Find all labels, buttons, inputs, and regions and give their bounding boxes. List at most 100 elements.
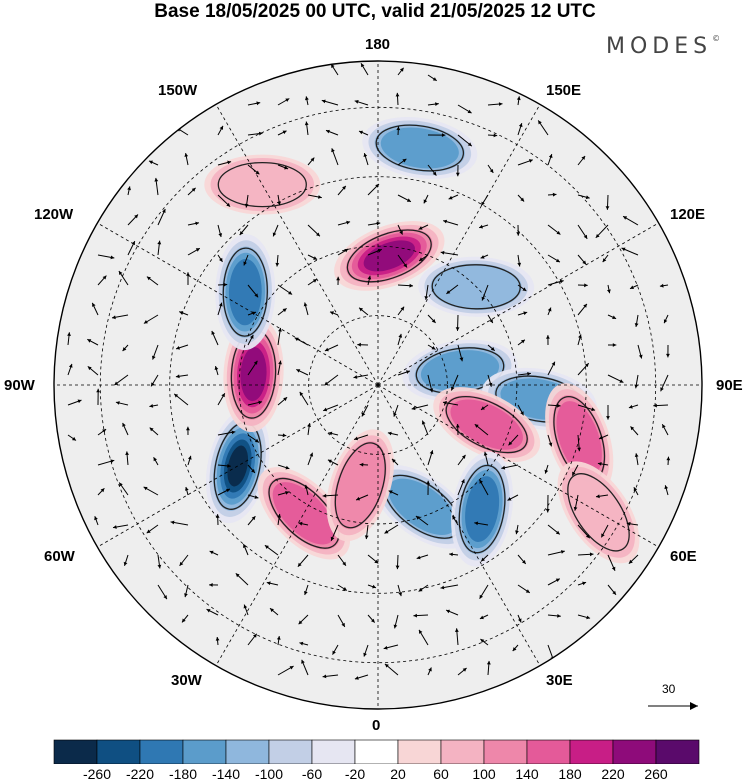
wind-arrowhead [342,185,346,190]
wind-arrowhead [419,629,423,634]
wind-arrowhead [67,332,71,336]
anomaly-contour [222,247,268,337]
colorbar-cell [483,739,528,764]
wind-arrowhead [441,133,446,137]
anomaly-band [380,127,459,169]
wind-arrowhead [283,397,288,402]
wind-arrowhead [219,125,223,130]
anomaly-contour [567,473,630,552]
wind-arrowhead [432,171,437,176]
wind-arrowhead [92,302,96,307]
colorbar-tick-label: -220 [125,766,155,782]
wind-arrowhead [342,561,346,566]
colorbar-cell [440,739,485,764]
wind-arrowhead [556,230,561,235]
vector-reference-arrow [648,702,698,710]
wind-arrowhead [591,407,596,412]
wind-arrowhead [162,209,166,213]
wind-arrowhead [336,276,340,281]
colorbar-cell [96,739,141,764]
wind-arrowhead [520,197,525,202]
wind-arrowhead [490,347,495,351]
wind-arrowhead [185,487,189,491]
wind-arrowhead [278,360,282,365]
colorbar-tick-label: 140 [515,766,539,782]
wind-arrowhead [602,258,607,263]
wind-arrowhead [227,160,232,165]
wind-arrowhead [596,494,600,499]
wind-arrowhead [96,388,100,393]
wind-arrowhead [515,530,519,535]
colorbar-tick-label: -60 [301,766,323,782]
wind-arrowhead [418,588,423,592]
wind-arrowhead [221,393,225,398]
colorbar-cell [139,739,184,764]
wind-arrowhead [270,608,274,613]
wind-arrowhead [581,156,586,160]
wind-arrowhead [582,581,587,586]
wind-arrowhead [115,401,120,405]
wind-arrowhead [423,199,428,204]
anomaly-contour [268,477,340,549]
wind-arrowhead [612,590,616,595]
wind-arrowhead [354,436,359,441]
wind-arrowhead [253,360,258,365]
colorbar-cell [182,739,227,764]
wind-arrowhead [211,330,215,335]
wind-arrowhead [110,459,115,464]
wind-arrowhead [546,335,550,339]
colorbar-tick-label: 220 [601,766,625,782]
wind-arrowhead [638,354,643,359]
wind-arrowhead [547,307,552,312]
wind-arrowhead [266,581,271,586]
label-60w: 60W [44,548,75,565]
wind-arrowhead [331,64,335,69]
wind-arrowhead [522,287,527,291]
wind-arrowhead [146,276,151,281]
anomaly-band [450,399,523,450]
wind-arrowhead [256,101,261,106]
wind-arrowhead [149,427,154,432]
wind-arrowhead [619,379,624,383]
colorbar-cell [53,739,98,764]
wind-arrowhead [278,327,282,332]
wind-arrowhead [508,441,513,446]
wind-arrowhead [415,516,420,520]
wind-arrowhead [312,279,317,283]
wind-arrowhead [152,355,156,360]
wind-arrowhead [304,121,309,126]
wind-arrowhead [459,357,464,362]
wind-vectors [67,63,671,680]
wind-arrowhead [175,374,180,379]
colorbar-tick-label: 180 [558,766,582,782]
wind-arrowhead [621,247,626,252]
wind-arrowhead [174,393,179,398]
wind-arrowhead [305,96,309,101]
wind-arrowhead [354,676,359,680]
wind-arrowhead [611,566,616,571]
wind-arrowhead [409,283,413,288]
map-border [53,60,703,710]
wind-arrowhead [398,592,403,597]
wind-arrowhead [393,624,398,629]
wind-arrowhead [628,559,633,564]
wind-arrowhead [72,436,76,441]
wind-arrowhead [143,486,148,491]
colorbar-cell [311,739,356,764]
anomaly-contour [431,264,521,310]
wind-arrowhead [586,615,591,620]
wind-arrowhead [191,187,196,192]
wind-arrowhead [428,667,432,672]
wind-arrowhead [413,613,417,618]
label-180: 180 [365,36,391,53]
wind-arrowhead [548,154,553,159]
wind-arrowhead [299,391,304,396]
colorbar-cell [612,739,657,764]
wind-arrowhead [481,557,485,562]
wind-arrowhead [102,429,107,433]
wind-arrowhead [518,123,523,128]
wind-arrowhead [235,573,240,578]
wind-arrowhead [125,451,129,455]
vector-reference-label: 30 [662,682,676,696]
wind-arrowhead [538,120,542,125]
